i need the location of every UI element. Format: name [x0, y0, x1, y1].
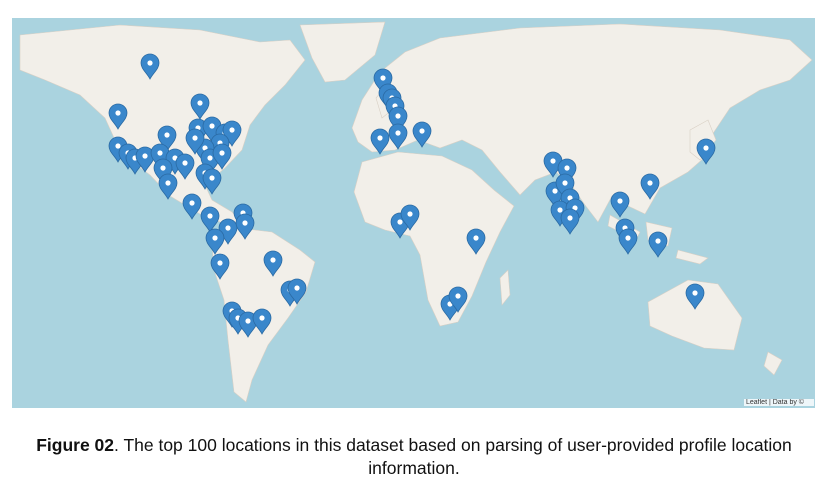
location-marker[interactable]	[140, 53, 160, 80]
location-marker[interactable]	[135, 146, 155, 173]
location-marker[interactable]	[157, 125, 177, 152]
location-marker[interactable]	[400, 204, 420, 231]
marker-dot	[703, 145, 709, 151]
marker-dot	[202, 145, 208, 151]
location-marker[interactable]	[263, 250, 283, 277]
marker-dot	[197, 100, 203, 106]
location-marker[interactable]	[252, 308, 272, 335]
marker-dot	[455, 293, 461, 299]
marker-dot	[377, 135, 383, 141]
location-marker[interactable]	[210, 253, 230, 280]
marker-dot	[473, 235, 479, 241]
figure-caption: Figure 02. The top 100 locations in this…	[24, 434, 804, 480]
location-marker[interactable]	[158, 173, 178, 200]
marker-dot	[655, 238, 661, 244]
markers	[108, 53, 716, 338]
marker-dot	[229, 127, 235, 133]
map-attribution: Leaflet | Data by ©	[744, 399, 814, 406]
marker-dot	[294, 285, 300, 291]
location-marker[interactable]	[212, 143, 232, 170]
marker-dot	[245, 318, 251, 324]
caption-text: . The top 100 locations in this dataset …	[114, 435, 792, 478]
marker-dot	[259, 315, 265, 321]
location-marker[interactable]	[412, 121, 432, 148]
marker-dot	[217, 260, 223, 266]
marker-dot	[157, 150, 163, 156]
location-marker[interactable]	[560, 208, 580, 235]
location-marker[interactable]	[190, 93, 210, 120]
marker-dot	[225, 225, 231, 231]
marker-dot	[207, 213, 213, 219]
location-marker[interactable]	[640, 173, 660, 200]
map	[12, 18, 815, 408]
marker-dot	[562, 180, 568, 186]
location-marker[interactable]	[287, 278, 307, 305]
location-marker[interactable]	[448, 286, 468, 313]
marker-dot	[147, 60, 153, 66]
location-marker[interactable]	[370, 128, 390, 155]
location-marker[interactable]	[696, 138, 716, 165]
location-marker[interactable]	[648, 231, 668, 258]
marker-dot	[557, 207, 563, 213]
location-marker[interactable]	[388, 106, 408, 133]
marker-dot	[270, 257, 276, 263]
marker-dot	[552, 188, 558, 194]
marker-dot	[207, 155, 213, 161]
marker-dot	[395, 113, 401, 119]
marker-dot	[572, 205, 578, 211]
location-marker[interactable]	[466, 228, 486, 255]
marker-dot	[550, 158, 556, 164]
marker-dot	[165, 180, 171, 186]
marker-dot	[567, 215, 573, 221]
location-marker[interactable]	[205, 228, 225, 255]
marker-dot	[380, 75, 386, 81]
location-marker[interactable]	[202, 168, 222, 195]
location-marker[interactable]	[235, 213, 255, 240]
marker-dot	[115, 143, 121, 149]
location-marker[interactable]	[185, 128, 205, 155]
marker-dot	[160, 165, 166, 171]
location-marker[interactable]	[685, 283, 705, 310]
marker-dot	[647, 180, 653, 186]
marker-dot	[172, 155, 178, 161]
marker-dot	[212, 235, 218, 241]
location-marker[interactable]	[108, 103, 128, 130]
marker-dot	[395, 130, 401, 136]
marker-dot	[617, 198, 623, 204]
marker-dot	[192, 135, 198, 141]
location-marker[interactable]	[238, 311, 258, 338]
location-marker[interactable]	[618, 228, 638, 255]
marker-dot	[419, 128, 425, 134]
marker-dot	[115, 110, 121, 116]
marker-dot	[692, 290, 698, 296]
marker-dot	[567, 195, 573, 201]
location-marker[interactable]	[200, 206, 220, 233]
marker-dot	[189, 200, 195, 206]
location-marker[interactable]	[175, 153, 195, 180]
location-marker[interactable]	[610, 191, 630, 218]
marker-dot	[164, 132, 170, 138]
location-marker[interactable]	[388, 123, 408, 150]
marker-dot	[219, 150, 225, 156]
marker-dot	[209, 175, 215, 181]
marker-dot	[242, 220, 248, 226]
marker-dot	[209, 123, 215, 129]
marker-dot	[564, 165, 570, 171]
marker-dot	[407, 211, 413, 217]
caption-label: Figure 02	[36, 435, 115, 455]
marker-dot	[397, 219, 403, 225]
location-marker[interactable]	[182, 193, 202, 220]
marker-dot	[182, 160, 188, 166]
marker-dot	[142, 153, 148, 159]
marker-dot	[625, 235, 631, 241]
